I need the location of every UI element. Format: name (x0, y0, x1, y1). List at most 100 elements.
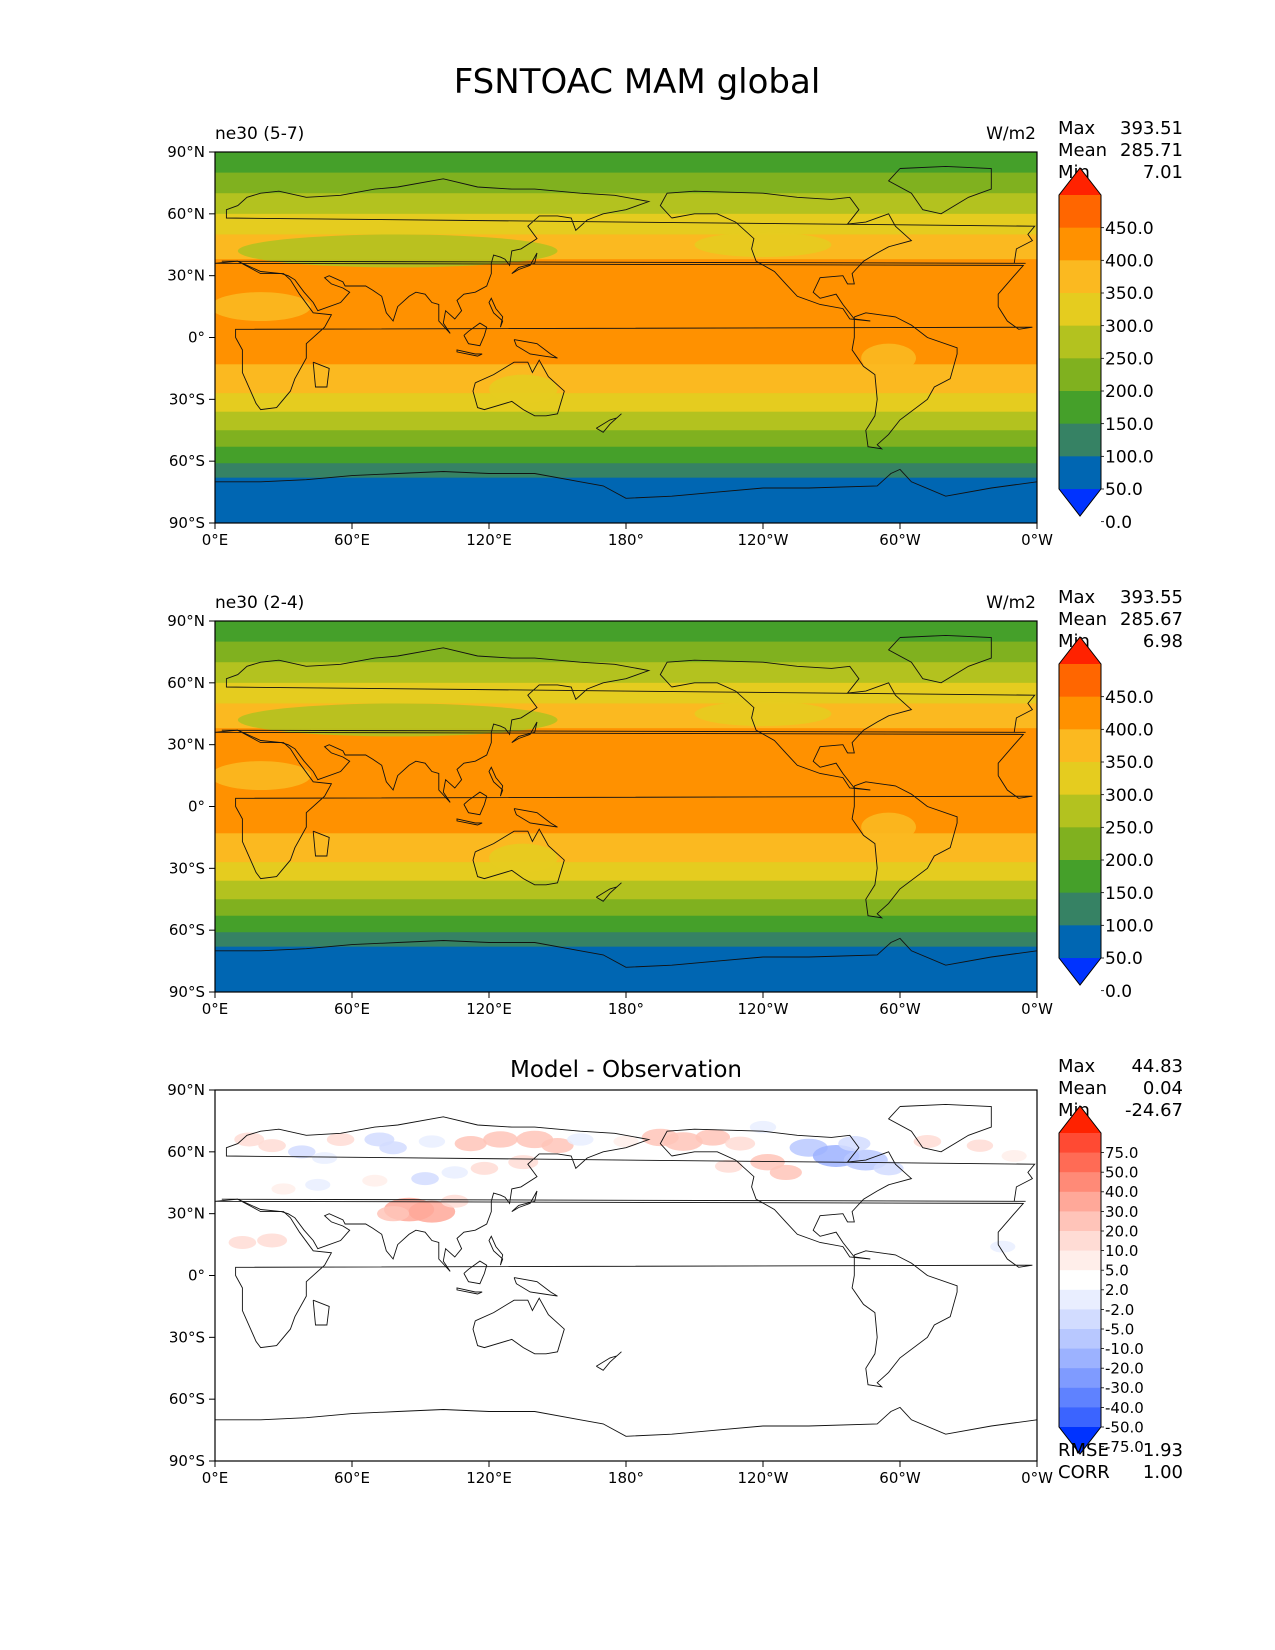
colorbar-extend-min (1059, 489, 1101, 516)
coastline-1 (215, 260, 1033, 411)
anomaly-mark (613, 1135, 639, 1148)
colorbar-segment (1059, 1152, 1101, 1173)
y-tick-label: 60°S (169, 1390, 205, 1408)
colorbar-segment (1059, 892, 1101, 926)
coastline-3 (659, 1128, 913, 1260)
anomaly-mark (695, 1129, 731, 1146)
panel-1-units: W/m2 (986, 124, 1036, 144)
colorbar-segment (1059, 358, 1101, 392)
coastline-3 (659, 190, 913, 322)
x-tick-label: 60°E (334, 1000, 370, 1018)
colorbar-segment (1059, 762, 1101, 796)
anomaly-mark (725, 1136, 756, 1151)
field-band (215, 477, 1037, 523)
coastline-13 (596, 1351, 622, 1371)
y-tick-label: 0° (188, 1267, 205, 1285)
x-tick-label: 60°E (334, 531, 370, 549)
panel-1-stat-min-value: 7.01 (1143, 162, 1183, 183)
x-tick-label: 120°E (466, 1469, 512, 1487)
field-band (215, 915, 1037, 933)
field-band (215, 463, 1037, 479)
y-tick-label: 90°S (169, 514, 205, 532)
colorbar-tick-label: 50.0 (1105, 1164, 1138, 1182)
colorbar-tick-label: 150.0 (1105, 884, 1154, 904)
colorbar-tick-label: 10.0 (1105, 1242, 1138, 1260)
anomaly-mark (749, 1120, 777, 1134)
coastline-7 (488, 1235, 504, 1266)
field-band (215, 152, 1037, 174)
coastline-9 (463, 322, 488, 347)
anomaly-mark (362, 1174, 388, 1187)
anomaly-mark (750, 1153, 785, 1171)
colorbar-tick-label: 0.0 (1105, 513, 1132, 533)
colorbar-tick-label: 400.0 (1105, 720, 1154, 740)
field-band (215, 621, 1037, 643)
field-patch (694, 232, 832, 258)
colorbar-tick-label: -75.0 (1105, 1438, 1144, 1456)
y-tick-label: 0° (188, 329, 205, 347)
panel-2-stat-min-value: 6.98 (1143, 631, 1183, 652)
anomaly-mark (312, 1152, 338, 1164)
panel-3-stat-max-value: 44.83 (1131, 1056, 1183, 1077)
panel-3: Model - Observation Max 44.83 Mean 0.04 … (167, 1056, 1183, 1487)
panel-1-stat-max-value: 393.51 (1120, 118, 1183, 139)
anomaly-mark (287, 1145, 316, 1159)
colorbar-tick-label: -5.0 (1105, 1320, 1134, 1338)
figure-title: FSNTOAC MAM global (454, 62, 821, 102)
coastline-7 (488, 766, 504, 797)
x-tick-label: 0°W (1021, 1469, 1053, 1487)
colorbar-tick-label: 50.0 (1105, 949, 1143, 969)
colorbar-tick-label: 100.0 (1105, 916, 1154, 936)
colorbar-tick-label: 30.0 (1105, 1203, 1138, 1221)
anomaly-mark (379, 1141, 407, 1155)
panel-2-units: W/m2 (986, 593, 1036, 613)
field-band (215, 213, 1037, 235)
coastline-4 (851, 781, 958, 919)
panel-3-stat-min-value: -24.67 (1125, 1100, 1183, 1121)
field-band (215, 862, 1037, 882)
coastline-5 (215, 468, 1037, 499)
colorbar-segment (1059, 1191, 1101, 1212)
colorbar-segment (1059, 729, 1101, 763)
panel-3-stat-mean-label: Mean (1058, 1078, 1107, 1099)
anomaly-mark (913, 1135, 942, 1149)
x-tick-label: 120°W (738, 1469, 789, 1487)
field-patch (215, 292, 311, 322)
field-band (215, 662, 1037, 684)
anomaly-mark (470, 1161, 499, 1175)
colorbar-tick-label: 300.0 (1105, 786, 1154, 806)
y-tick-label: 90°N (167, 612, 205, 630)
coastline-0 (221, 178, 1036, 334)
colorbar-extend-max (1059, 1106, 1101, 1133)
coastline-7 (488, 297, 504, 328)
coastline-2 (472, 828, 565, 886)
field-patch (215, 761, 311, 791)
colorbar-segment (1059, 1250, 1101, 1271)
anomaly-mark (408, 1200, 456, 1223)
coastline-2 (472, 1297, 565, 1355)
panel-3-center-title: Model - Observation (510, 1057, 742, 1083)
panel-3-axes: 0°E 60°E 120°E 180° 120°W 60°W 0°W 90°N 60°N 30°N… (167, 1081, 1053, 1487)
field-patch (861, 343, 916, 373)
colorbar-tick-label: 40.0 (1105, 1183, 1138, 1201)
y-tick-label: 30°N (167, 267, 205, 285)
colorbar-segment (1059, 860, 1101, 894)
colorbar-segment (1059, 293, 1101, 327)
colorbar-extend-min (1059, 958, 1101, 985)
x-tick-label: 180° (608, 531, 644, 549)
colorbar-tick-label: 75.0 (1105, 1144, 1138, 1162)
y-tick-label: 90°S (169, 1452, 205, 1470)
colorbar-segment (1059, 664, 1101, 698)
field-band (215, 193, 1037, 215)
field-band (215, 411, 1037, 431)
field-patch (237, 703, 558, 737)
colorbar-segment (1059, 325, 1101, 359)
anomaly-mark (377, 1206, 410, 1222)
coastline-0 (221, 647, 1036, 803)
field-band (215, 880, 1037, 900)
y-tick-label: 30°N (167, 1205, 205, 1223)
field-band (215, 682, 1037, 704)
colorbar-tick-label: 100.0 (1105, 447, 1154, 467)
field-band (215, 946, 1037, 992)
anomaly-mark (418, 1135, 446, 1148)
